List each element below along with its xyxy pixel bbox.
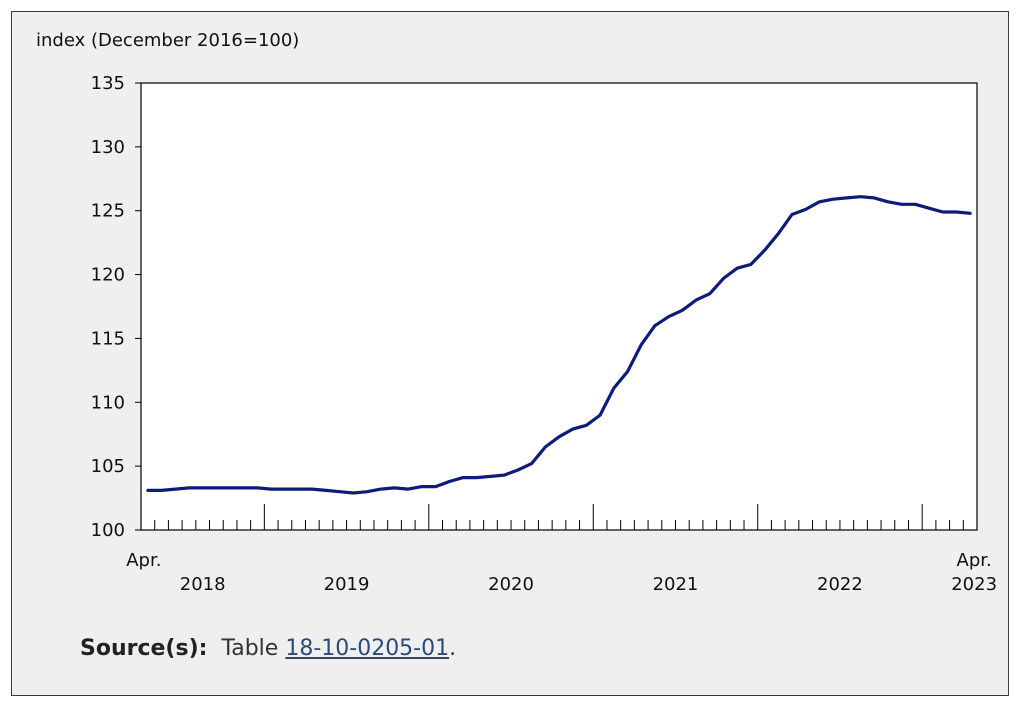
x-start-month-label: Apr. [126,550,161,571]
x-year-label: 2023 [951,574,997,595]
series-line [146,195,972,495]
y-tick-label: 110 [91,392,125,413]
x-year-label: 2020 [488,574,534,595]
y-tick-label: 100 [91,520,125,541]
x-year-label: 2022 [817,574,863,595]
y-tick-label: 120 [91,265,125,286]
y-tick-label: 135 [91,73,125,94]
source-table-prefix: Table [221,636,279,661]
x-end-month-label: Apr. [957,550,992,571]
x-year-label: 2018 [180,574,226,595]
y-tick-label: 125 [91,201,125,222]
plot-area [140,82,978,531]
y-axis-title: index (December 2016=100) [36,30,300,51]
source-table-link[interactable]: 18-10-0205-01 [285,636,450,661]
y-tick-label: 105 [91,456,125,477]
y-tick-label: 115 [91,328,125,349]
source-suffix: . [449,636,457,661]
source-line: Source(s): Table 18-10-0205-01. [80,636,456,661]
source-label: Source(s): [80,636,208,661]
x-year-label: 2019 [324,574,370,595]
y-tick-label: 130 [91,137,125,158]
x-year-label: 2021 [653,574,699,595]
